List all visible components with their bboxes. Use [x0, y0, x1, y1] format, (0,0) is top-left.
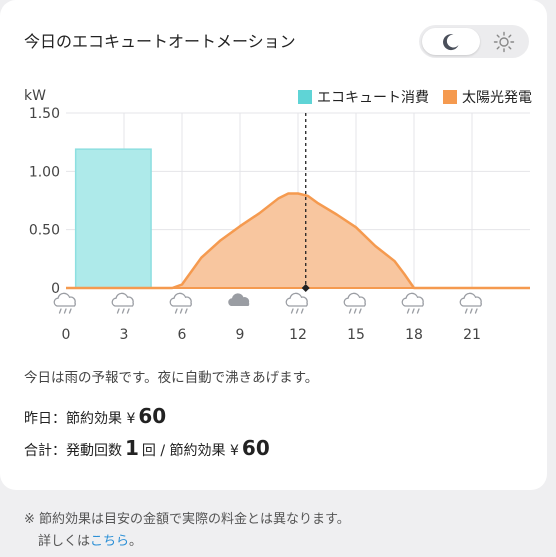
x-tick-label: 0 — [62, 327, 71, 343]
rain-icon — [401, 292, 424, 307]
total-count: 1 — [125, 436, 139, 460]
moon-icon[interactable] — [441, 32, 461, 56]
footer-detail: 詳しくはこちら。 — [24, 531, 350, 553]
rain-drop — [63, 308, 67, 314]
rain-drop — [474, 308, 478, 314]
footer-detail-suffix: 。 — [129, 534, 143, 549]
rain-icon — [111, 292, 134, 307]
rain-drop — [353, 308, 357, 314]
energy-chart: 1.50 1.00 0.50 0 0 3 6 9 12 15 18 21 — [29, 106, 530, 343]
ecocute-consumption-bar — [74, 148, 152, 289]
total-label: 合計：発動回数 — [24, 443, 122, 459]
rain-drop — [464, 308, 468, 314]
rain-drop — [174, 308, 178, 314]
rain-icon — [459, 292, 482, 307]
footer-detail-prefix: 詳しくは — [38, 534, 91, 549]
x-tick-label: 12 — [289, 327, 307, 343]
rain-drop — [68, 308, 72, 314]
rain-drop — [290, 308, 294, 314]
rain-icon — [53, 292, 76, 307]
rain-drop — [406, 308, 410, 314]
y-tick-label: 1.00 — [29, 164, 60, 180]
rain-drop — [116, 308, 120, 314]
rain-drop — [469, 308, 473, 314]
y-tick-label: 0.50 — [29, 223, 60, 239]
x-tick-label: 9 — [236, 327, 245, 343]
legend-label-ecocute: エコキュート消費 — [317, 90, 429, 106]
footer-disclaimer: ※ 節約効果は目安の金額で実際の料金とは異なります。 — [24, 512, 350, 527]
automation-card: 今日のエコキュートオートメーション — [0, 0, 547, 490]
total-savings: 合計：発動回数 1 回 / 節約効果 ¥ 60 — [24, 436, 273, 460]
chart-legend: エコキュート消費 太陽光発電 — [270, 87, 532, 107]
theme-toggle-knob[interactable] — [422, 28, 480, 55]
rain-drop — [411, 308, 415, 314]
sun-icon[interactable] — [493, 31, 515, 57]
legend-item-ecocute: エコキュート消費 — [298, 87, 429, 107]
rain-drop — [416, 308, 420, 314]
x-tick-label: 6 — [178, 327, 187, 343]
y-tick-label: 1.50 — [29, 106, 60, 122]
footer-note: ※ 節約効果は目安の金額で実際の料金とは異なります。 詳しくはこちら。 — [24, 509, 350, 553]
rain-drop — [348, 308, 352, 314]
theme-toggle[interactable] — [419, 25, 529, 58]
x-tick-label: 15 — [347, 327, 365, 343]
rain-icon — [169, 292, 192, 307]
rain-drop — [295, 308, 299, 314]
x-tick-label: 21 — [463, 327, 481, 343]
y-axis-unit: kW — [24, 88, 46, 104]
card-title: 今日のエコキュートオートメーション — [24, 32, 296, 51]
yesterday-savings: 昨日：節約効果 ¥ 60 — [24, 404, 169, 428]
x-tick-label: 18 — [405, 327, 423, 343]
yesterday-value: 60 — [138, 404, 167, 428]
legend-swatch-ecocute — [298, 90, 312, 104]
solar-area — [66, 193, 530, 288]
y-tick-label: 0 — [51, 281, 60, 297]
legend-label-solar: 太陽光発電 — [462, 90, 532, 106]
forecast-message: 今日は雨の予報です。夜に自動で沸きあげます。 — [24, 370, 319, 386]
rain-icon — [343, 292, 366, 307]
rain-drop — [300, 308, 304, 314]
rain-drop — [126, 308, 130, 314]
legend-swatch-solar — [443, 90, 457, 104]
rain-drop — [184, 308, 188, 314]
legend-item-solar: 太陽光発電 — [443, 87, 532, 107]
rain-drop — [358, 308, 362, 314]
rain-drop — [58, 308, 62, 314]
rain-drop — [179, 308, 183, 314]
solar-line — [66, 192, 530, 290]
current-time-dot — [301, 284, 310, 292]
rain-drop — [121, 308, 125, 314]
yesterday-label: 昨日：節約効果 ¥ — [24, 411, 136, 427]
x-tick-label: 3 — [120, 327, 129, 343]
total-count-unit: 回 / 節約効果 ¥ — [141, 443, 239, 459]
cloud-icon — [228, 293, 250, 306]
rain-icon — [285, 292, 308, 307]
total-value: 60 — [241, 436, 270, 460]
details-link[interactable]: こちら — [90, 534, 130, 549]
